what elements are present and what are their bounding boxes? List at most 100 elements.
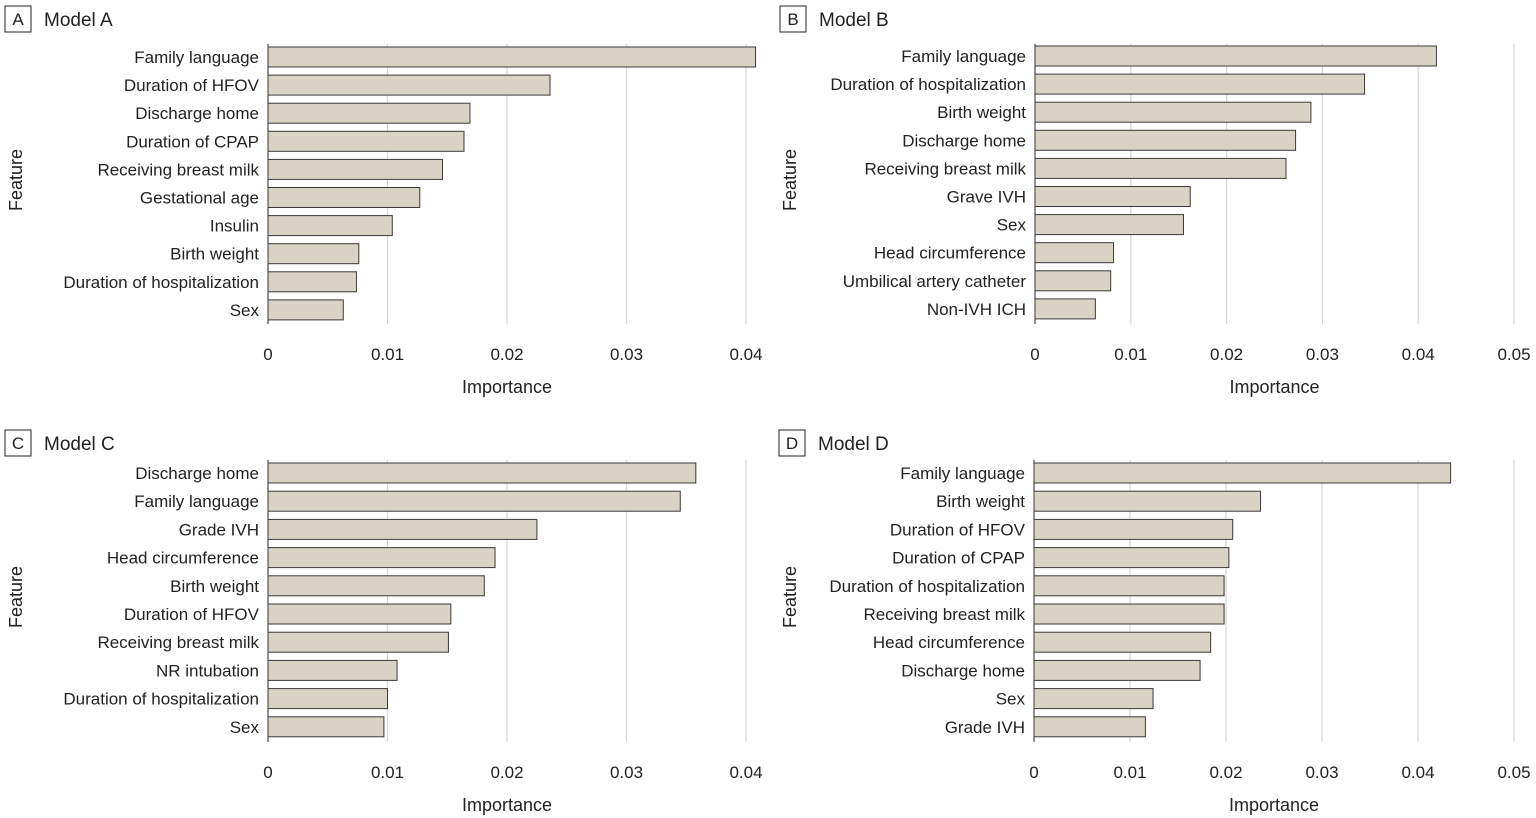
y-axis-title: Feature <box>780 149 800 211</box>
bar <box>267 716 385 738</box>
category-label: Family language <box>901 47 1026 66</box>
category-label: Family language <box>900 464 1025 483</box>
bar <box>1033 462 1452 484</box>
x-axis-title: Importance <box>1229 795 1319 815</box>
category-label: Sex <box>230 718 260 737</box>
bar <box>267 130 465 152</box>
bar <box>1033 575 1225 597</box>
category-label: Umbilical artery catheter <box>843 272 1027 291</box>
bar <box>267 631 449 653</box>
category-label: Family language <box>134 492 259 511</box>
x-axis-title: Importance <box>462 795 552 815</box>
bar <box>267 102 471 124</box>
x-tick-label: 0.04 <box>729 763 762 782</box>
category-label: Head circumference <box>873 633 1025 652</box>
bar <box>1034 242 1115 264</box>
category-label: Duration of HFOV <box>890 520 1026 539</box>
bar <box>267 187 421 208</box>
category-label: Duration of hospitalization <box>829 577 1025 596</box>
x-tick-label: 0.01 <box>371 763 404 782</box>
category-label: Duration of hospitalization <box>830 75 1026 94</box>
category-label: Birth weight <box>936 492 1025 511</box>
category-label: Grade IVH <box>945 718 1025 737</box>
bar <box>267 603 452 625</box>
bar <box>1034 45 1437 67</box>
x-tick-label: 0.02 <box>490 345 523 364</box>
bar <box>267 490 681 512</box>
category-label: Receiving breast milk <box>97 633 259 652</box>
category-label: Head circumference <box>874 244 1026 263</box>
x-tick-label: 0.02 <box>1209 763 1242 782</box>
category-label: Birth weight <box>937 103 1026 122</box>
category-label: NR intubation <box>156 661 259 680</box>
bar <box>267 299 344 321</box>
category-label: Duration of CPAP <box>892 549 1025 568</box>
category-label: Birth weight <box>170 245 259 264</box>
bar <box>267 575 485 597</box>
panel-title: Model C <box>44 434 115 455</box>
bar <box>1034 129 1297 151</box>
panel-d: D Model D Family language Birth weight Durat… <box>778 429 1531 815</box>
x-tick-label: 0.04 <box>1401 763 1434 782</box>
category-label: Receiving breast milk <box>97 160 259 179</box>
panel-letter: C <box>12 434 24 453</box>
category-label: Discharge home <box>135 104 259 123</box>
category-label: Receiving breast milk <box>864 159 1026 178</box>
category-label: Grade IVH <box>179 520 259 539</box>
category-label: Discharge home <box>135 464 259 483</box>
bar <box>1033 603 1225 625</box>
bar <box>267 215 393 237</box>
bar <box>1033 547 1230 569</box>
y-axis-title: Feature <box>6 566 26 628</box>
category-label: Family language <box>134 48 259 67</box>
category-label: Gestational age <box>140 189 259 208</box>
bar <box>267 659 398 681</box>
x-tick-label: 0.03 <box>610 763 643 782</box>
x-tick-label: 0.02 <box>1210 345 1243 364</box>
x-axis-title: Importance <box>462 377 552 397</box>
category-label: Discharge home <box>902 131 1026 150</box>
category-label: Sex <box>230 301 260 320</box>
category-label: Duration of CPAP <box>126 132 259 151</box>
panel-title: Model B <box>819 10 889 31</box>
x-tick-label: 0 <box>1030 345 1039 364</box>
x-tick-label: 0.04 <box>729 345 762 364</box>
bar <box>1034 73 1366 95</box>
x-tick-label: 0.04 <box>1402 345 1435 364</box>
bar <box>1034 270 1112 292</box>
bar <box>1033 518 1234 540</box>
bar <box>267 271 357 293</box>
bar <box>1033 716 1146 738</box>
bar <box>1033 631 1212 653</box>
panel-letter-box <box>778 429 806 457</box>
bar <box>1034 214 1184 236</box>
x-tick-label: 0.02 <box>490 763 523 782</box>
x-tick-label: 0.05 <box>1497 345 1530 364</box>
bar <box>1034 157 1287 179</box>
bar <box>1034 101 1312 123</box>
panel-letter-box <box>4 5 32 33</box>
x-tick-label: 0 <box>1029 763 1038 782</box>
category-label: Non-IVH ICH <box>927 300 1026 319</box>
category-label: Grave IVH <box>947 188 1026 207</box>
panel-a: A Model A Family language Duration of HFOV D… <box>4 5 763 397</box>
x-tick-label: 0.01 <box>1113 763 1146 782</box>
panel-letter: A <box>12 10 24 29</box>
category-label: Receiving breast milk <box>863 605 1025 624</box>
panel-letter-box <box>4 429 32 457</box>
x-tick-label: 0.01 <box>371 345 404 364</box>
panel-letter-box <box>779 5 807 33</box>
x-tick-label: 0.03 <box>1306 345 1339 364</box>
category-label: Sex <box>997 216 1027 235</box>
bar <box>1034 186 1191 207</box>
panel-letter: D <box>786 434 798 453</box>
panel-letter: B <box>787 10 798 29</box>
x-tick-label: 0.03 <box>610 345 643 364</box>
y-axis-title: Feature <box>780 566 800 628</box>
y-axis-title: Feature <box>6 149 26 211</box>
panel-title: Model D <box>818 434 889 455</box>
bar <box>267 158 443 180</box>
category-label: Duration of HFOV <box>124 76 260 95</box>
bar <box>1033 659 1201 681</box>
bar <box>267 243 360 265</box>
